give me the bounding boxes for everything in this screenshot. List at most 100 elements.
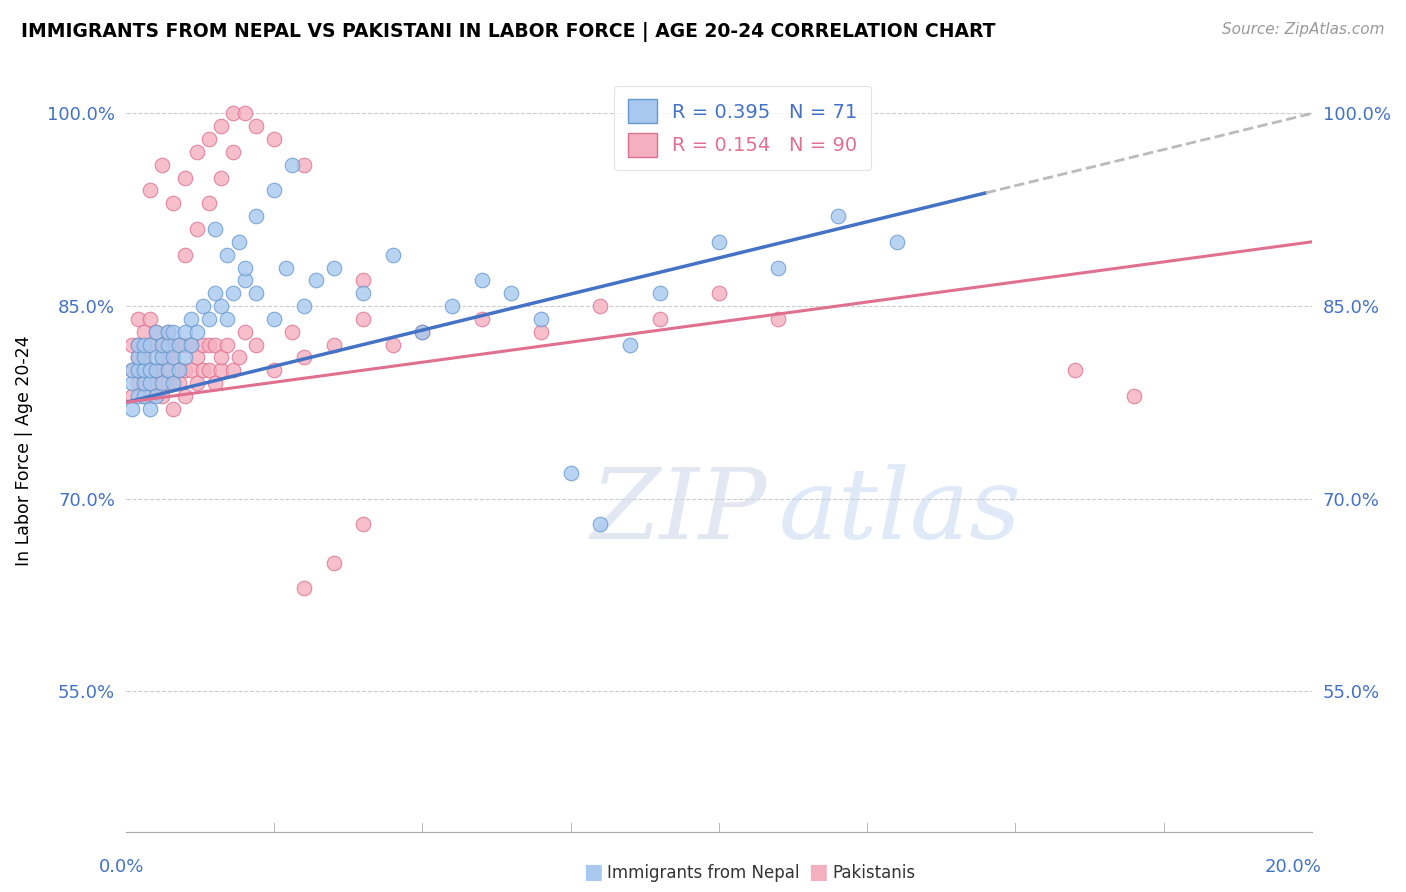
Point [1063, 363, 1085, 377]
Point [145, 376, 167, 390]
Point [186, 325, 208, 339]
Point [263, 184, 285, 198]
Point [180, 363, 202, 377]
Point [204, 286, 226, 301]
Point [162, 376, 184, 390]
Point [132, 351, 155, 365]
Point [138, 311, 160, 326]
Point [150, 363, 173, 377]
Point [132, 363, 155, 377]
Point [768, 311, 790, 326]
Point [560, 466, 582, 480]
Point [222, 145, 245, 159]
Legend: R = 0.395   N = 71, R = 0.154   N = 90: R = 0.395 N = 71, R = 0.154 N = 90 [614, 86, 872, 170]
Point [222, 286, 245, 301]
Point [198, 363, 221, 377]
Point [132, 337, 155, 351]
Point [589, 299, 612, 313]
Text: 0.0%: 0.0% [98, 858, 143, 876]
Point [233, 260, 256, 275]
Point [263, 311, 285, 326]
Point [150, 351, 173, 365]
Point [138, 184, 160, 198]
Point [127, 351, 149, 365]
Point [145, 363, 167, 377]
Point [1123, 389, 1146, 403]
Point [707, 286, 730, 301]
Point [127, 311, 149, 326]
Point [768, 260, 790, 275]
Point [322, 556, 344, 570]
Point [156, 351, 179, 365]
Text: ZIP: ZIP [591, 464, 766, 559]
Point [471, 273, 494, 287]
Point [121, 363, 143, 377]
Point [215, 248, 238, 262]
Point [352, 286, 374, 301]
Point [274, 260, 297, 275]
Point [150, 351, 173, 365]
Point [156, 337, 179, 351]
Point [245, 337, 267, 351]
Point [305, 273, 328, 287]
Point [209, 170, 232, 185]
Point [198, 311, 221, 326]
Point [411, 325, 433, 339]
Point [132, 351, 155, 365]
Point [150, 158, 173, 172]
Text: Pakistanis: Pakistanis [832, 863, 915, 881]
Point [281, 325, 304, 339]
Point [191, 299, 214, 313]
Point [127, 351, 149, 365]
Point [191, 337, 214, 351]
Point [233, 325, 256, 339]
Point [138, 389, 160, 403]
Point [619, 337, 641, 351]
Point [215, 337, 238, 351]
Point [162, 401, 184, 416]
Point [156, 325, 179, 339]
Point [180, 337, 202, 351]
Point [162, 196, 184, 211]
Point [174, 363, 197, 377]
Point [138, 363, 160, 377]
Point [530, 325, 553, 339]
Point [169, 363, 191, 377]
Point [132, 389, 155, 403]
Point [263, 363, 285, 377]
Point [162, 376, 184, 390]
Point [174, 170, 197, 185]
Point [169, 376, 191, 390]
Point [471, 311, 494, 326]
Point [132, 325, 155, 339]
Point [169, 337, 191, 351]
Point [215, 311, 238, 326]
Point [233, 273, 256, 287]
Text: Immigrants from Nepal: Immigrants from Nepal [607, 863, 800, 881]
Point [292, 158, 315, 172]
Point [292, 299, 315, 313]
Point [204, 222, 226, 236]
Point [589, 517, 612, 532]
Point [174, 337, 197, 351]
Point [501, 286, 523, 301]
Point [174, 389, 197, 403]
Point [138, 401, 160, 416]
Point [886, 235, 908, 249]
Point [127, 389, 149, 403]
Point [174, 325, 197, 339]
Point [204, 337, 226, 351]
Point [186, 376, 208, 390]
Point [245, 286, 267, 301]
Point [228, 235, 250, 249]
Point [292, 582, 315, 596]
Text: atlas: atlas [779, 464, 1021, 559]
Point [156, 363, 179, 377]
Point [827, 209, 849, 223]
Point [352, 273, 374, 287]
Text: ■: ■ [583, 862, 603, 881]
Point [233, 106, 256, 120]
Point [145, 325, 167, 339]
Point [145, 389, 167, 403]
Point [530, 311, 553, 326]
